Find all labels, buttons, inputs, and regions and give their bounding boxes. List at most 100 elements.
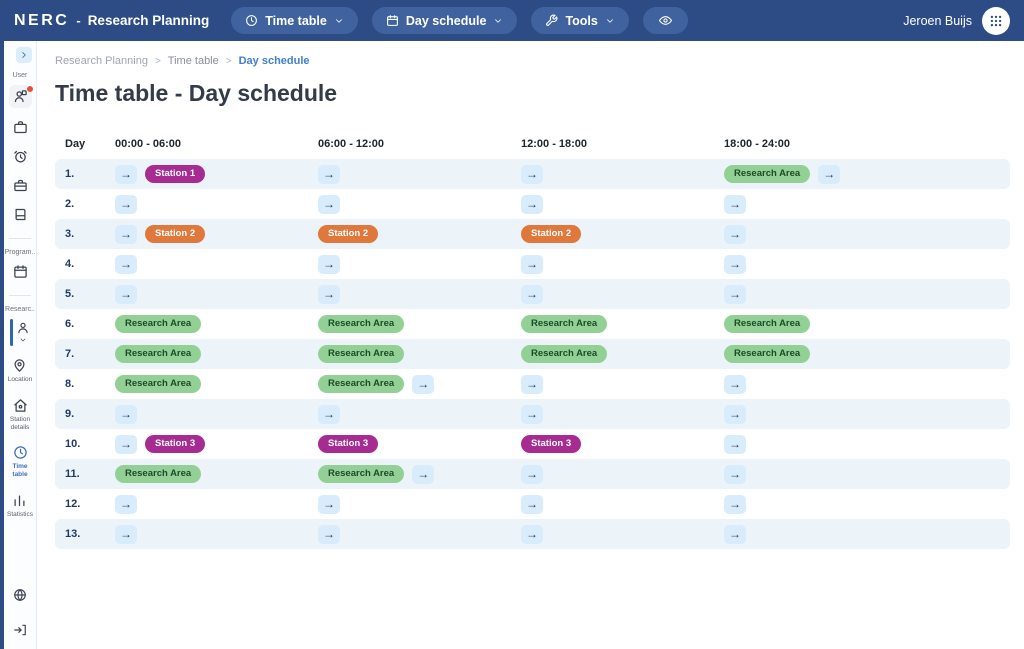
sidebar-item-alarm[interactable]: [11, 147, 30, 166]
arrow-button[interactable]: →: [318, 494, 340, 514]
arrow-button[interactable]: →: [115, 434, 137, 454]
sidebar-item-user-planning[interactable]: [8, 85, 34, 108]
arrow-button[interactable]: →: [318, 524, 340, 544]
sidebar-item-research-selected[interactable]: [10, 319, 30, 346]
arrow-button[interactable]: →: [318, 164, 340, 184]
apps-grid-button[interactable]: [982, 6, 1010, 35]
arrow-button[interactable]: →: [115, 524, 137, 544]
grid-icon: [989, 14, 1003, 28]
sidebar-item-language[interactable]: [11, 586, 29, 604]
badge-research-area[interactable]: Research Area: [318, 345, 405, 363]
arrow-button[interactable]: →: [115, 284, 137, 304]
arrow-button[interactable]: →: [818, 164, 841, 184]
arrow-button[interactable]: →: [318, 284, 340, 304]
tools-icon: [545, 14, 558, 27]
arrow-button[interactable]: →: [724, 404, 746, 424]
menu-day-schedule[interactable]: Day schedule: [371, 7, 518, 34]
arrow-button[interactable]: →: [115, 224, 137, 244]
arrow-button[interactable]: →: [115, 254, 137, 274]
chevron-down-icon: [19, 335, 27, 344]
sidebar-item-time-table[interactable]: Time table: [4, 443, 36, 481]
arrow-button[interactable]: →: [724, 284, 746, 304]
sidebar-section-label: Program..: [4, 249, 36, 256]
arrow-button[interactable]: →: [318, 194, 340, 214]
breadcrumb-item-research-planning[interactable]: Research Planning: [55, 55, 148, 67]
badge-research-area[interactable]: Research Area: [115, 315, 202, 333]
badge-research-area[interactable]: Research Area: [115, 465, 202, 483]
badge-research-area[interactable]: Research Area: [521, 345, 608, 363]
table-header: Day 00:00 - 06:00 06:00 - 12:00 12:00 - 18:…: [55, 129, 1010, 159]
badge-research-area[interactable]: Research Area: [115, 345, 202, 363]
arrow-button[interactable]: →: [521, 284, 543, 304]
badge-research-area[interactable]: Research Area: [724, 345, 811, 363]
sidebar-item-statistics[interactable]: Statistics: [5, 491, 35, 521]
badge-station-3[interactable]: Station 3: [145, 435, 206, 453]
arrow-button[interactable]: →: [115, 404, 137, 424]
breadcrumb-item-day-schedule[interactable]: Day schedule: [238, 55, 310, 67]
badge-research-area[interactable]: Research Area: [318, 315, 405, 333]
badge-station-3[interactable]: Station 3: [521, 435, 582, 453]
badge-station-2[interactable]: Station 2: [145, 225, 206, 243]
briefcase-icon: [13, 120, 28, 135]
arrow-button[interactable]: →: [724, 374, 746, 394]
arrow-button[interactable]: →: [724, 224, 746, 244]
arrow-button[interactable]: →: [724, 434, 746, 454]
arrow-button[interactable]: →: [521, 464, 543, 484]
visibility-toggle-button[interactable]: [642, 7, 688, 34]
arrow-button[interactable]: →: [521, 194, 543, 214]
badge-research-area[interactable]: Research Area: [724, 165, 811, 183]
badge-research-area[interactable]: Research Area: [724, 315, 811, 333]
badge-station-1[interactable]: Station 1: [145, 165, 206, 183]
logout-icon: [13, 623, 27, 637]
table-row: 9. → → → →: [55, 399, 1010, 429]
arrow-button[interactable]: →: [521, 374, 543, 394]
sidebar-item-kit[interactable]: [11, 176, 30, 195]
badge-station-2[interactable]: Station 2: [521, 225, 582, 243]
top-menu: Time table Day schedule Tools: [231, 7, 688, 34]
badge-research-area[interactable]: Research Area: [318, 465, 405, 483]
badge-research-area[interactable]: Research Area: [115, 375, 202, 393]
breadcrumb-item-time-table[interactable]: Time table: [167, 55, 219, 67]
schedule-cell: →: [115, 194, 318, 214]
arrow-button[interactable]: →: [115, 194, 137, 214]
arrow-button[interactable]: →: [521, 164, 543, 184]
sidebar-item-book[interactable]: [11, 205, 30, 224]
brand-divider: -: [76, 13, 81, 28]
arrow-button[interactable]: →: [724, 524, 746, 544]
sidebar-expand-button[interactable]: [16, 47, 32, 63]
arrow-button[interactable]: →: [412, 464, 435, 484]
notification-dot: [25, 85, 34, 93]
badge-station-3[interactable]: Station 3: [318, 435, 379, 453]
badge-research-area[interactable]: Research Area: [318, 375, 405, 393]
arrow-button[interactable]: →: [521, 524, 543, 544]
arrow-button[interactable]: →: [115, 164, 137, 184]
arrow-button[interactable]: →: [115, 494, 137, 514]
schedule-cell: →: [115, 494, 318, 514]
arrow-button[interactable]: →: [724, 464, 746, 484]
table-row: 5. → → → →: [55, 279, 1010, 309]
arrow-button[interactable]: →: [724, 254, 746, 274]
arrow-button[interactable]: →: [724, 194, 746, 214]
arrow-button[interactable]: →: [318, 404, 340, 424]
arrow-button[interactable]: →: [318, 254, 340, 274]
sidebar-item-briefcase[interactable]: [11, 118, 30, 137]
breadcrumb-separator: >: [154, 55, 161, 67]
arrow-button[interactable]: →: [724, 494, 746, 514]
sidebar-item-station-details[interactable]: Station details: [4, 396, 36, 434]
sidebar-item-location[interactable]: Location: [6, 356, 35, 386]
arrow-button[interactable]: →: [521, 254, 543, 274]
sidebar-item-logout[interactable]: [11, 621, 29, 639]
schedule-cell: →: [521, 404, 724, 424]
badge-research-area[interactable]: Research Area: [521, 315, 608, 333]
badge-station-2[interactable]: Station 2: [318, 225, 379, 243]
menu-tools[interactable]: Tools: [531, 7, 629, 34]
alarm-icon: [13, 149, 28, 164]
arrow-button[interactable]: →: [412, 374, 435, 394]
schedule-cell: →: [521, 524, 724, 544]
arrow-button[interactable]: →: [521, 404, 543, 424]
menu-time-table[interactable]: Time table: [231, 7, 358, 34]
arrow-button[interactable]: →: [521, 494, 543, 514]
day-number: 2.: [65, 198, 75, 210]
sidebar-section-label: User: [12, 72, 28, 79]
sidebar-item-program-calendar[interactable]: [11, 262, 30, 281]
